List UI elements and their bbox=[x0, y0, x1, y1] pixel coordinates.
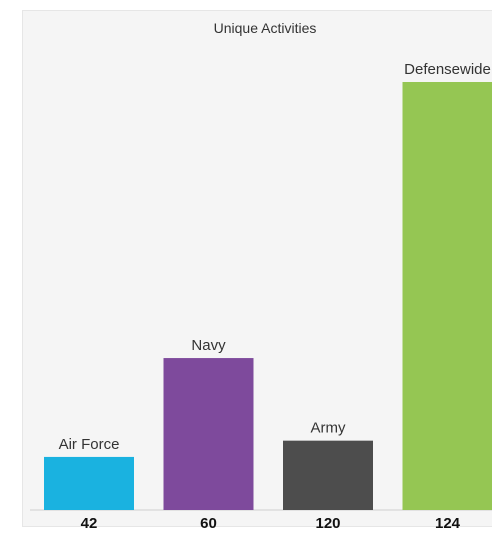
bar-air-force bbox=[44, 456, 134, 510]
chart-title: Unique Activities bbox=[214, 20, 317, 36]
bar-label: Navy bbox=[191, 337, 226, 354]
bar-label: Air Force bbox=[59, 436, 120, 453]
bar-label: Army bbox=[311, 420, 346, 437]
bars-group: Air Force 42 Navy 60 Army 120 Defensewide 124 bbox=[44, 61, 492, 532]
value-label: 120 bbox=[315, 515, 340, 532]
bar-label: Defensewide bbox=[404, 61, 491, 78]
value-label: 42 bbox=[81, 515, 98, 532]
value-label: 60 bbox=[200, 515, 217, 532]
bar-army bbox=[283, 440, 373, 510]
bar-defensewide bbox=[402, 82, 492, 510]
bar-navy bbox=[163, 358, 254, 510]
value-label: 124 bbox=[435, 515, 461, 532]
